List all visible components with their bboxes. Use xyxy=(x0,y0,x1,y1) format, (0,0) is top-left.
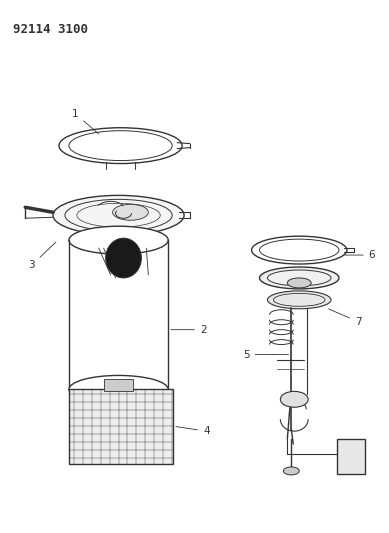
Bar xyxy=(103,379,133,391)
Ellipse shape xyxy=(59,128,182,164)
Ellipse shape xyxy=(268,291,331,309)
Text: 1: 1 xyxy=(72,109,98,134)
Text: 5: 5 xyxy=(243,350,289,360)
Ellipse shape xyxy=(69,226,168,254)
Bar xyxy=(69,389,173,464)
Ellipse shape xyxy=(112,204,148,220)
Text: 6: 6 xyxy=(345,250,375,260)
Text: 4: 4 xyxy=(176,426,210,436)
Ellipse shape xyxy=(53,196,184,235)
Ellipse shape xyxy=(252,236,347,264)
Ellipse shape xyxy=(280,391,308,407)
Ellipse shape xyxy=(287,278,311,288)
Text: 92114 3100: 92114 3100 xyxy=(13,23,88,36)
Text: 3: 3 xyxy=(28,242,56,270)
Text: 2: 2 xyxy=(171,325,207,335)
Bar xyxy=(337,439,365,474)
Ellipse shape xyxy=(259,267,339,289)
Ellipse shape xyxy=(106,238,141,278)
Ellipse shape xyxy=(69,375,168,403)
Ellipse shape xyxy=(283,467,299,475)
Text: 7: 7 xyxy=(329,309,361,327)
